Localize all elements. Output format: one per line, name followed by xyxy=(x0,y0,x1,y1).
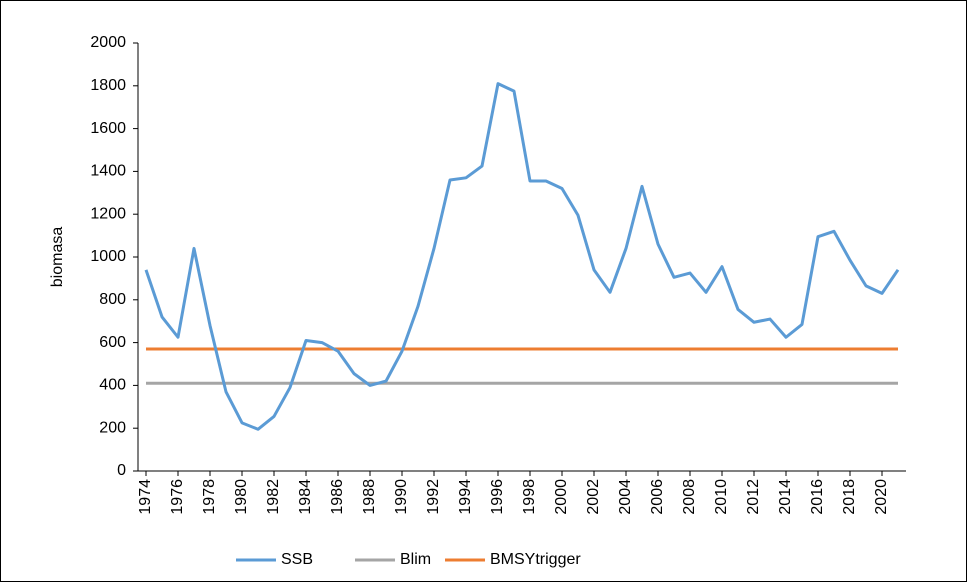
x-tick-label: 2004 xyxy=(617,479,634,515)
y-tick-label: 800 xyxy=(99,291,126,308)
y-tick-label: 1800 xyxy=(90,77,126,94)
y-tick-label: 1600 xyxy=(90,120,126,137)
legend-label: Blim xyxy=(400,551,431,568)
x-tick-label: 2000 xyxy=(553,479,570,515)
y-tick-label: 200 xyxy=(99,419,126,436)
x-tick-label: 1976 xyxy=(169,479,186,515)
legend-label: SSB xyxy=(281,551,313,568)
y-tick-label: 0 xyxy=(117,462,126,479)
y-tick-label: 2000 xyxy=(90,34,126,51)
y-tick-label: 1000 xyxy=(90,248,126,265)
x-tick-label: 1982 xyxy=(265,479,282,515)
x-tick-label: 2002 xyxy=(585,479,602,515)
x-tick-label: 1988 xyxy=(361,479,378,515)
x-tick-label: 2016 xyxy=(809,479,826,515)
x-tick-label: 1978 xyxy=(201,479,218,515)
x-tick-label: 1980 xyxy=(233,479,250,515)
x-tick-label: 1990 xyxy=(393,479,410,515)
x-tick-label: 2008 xyxy=(681,479,698,515)
x-tick-label: 1986 xyxy=(329,479,346,515)
x-tick-label: 1998 xyxy=(521,479,538,515)
legend-label: BMSYtrigger xyxy=(490,551,581,568)
x-tick-label: 1996 xyxy=(489,479,506,515)
x-tick-label: 1994 xyxy=(457,479,474,515)
x-tick-label: 1992 xyxy=(425,479,442,515)
y-tick-label: 600 xyxy=(99,334,126,351)
x-tick-label: 2012 xyxy=(745,479,762,515)
x-tick-label: 2014 xyxy=(777,479,794,515)
x-tick-label: 1974 xyxy=(137,479,154,515)
x-tick-label: 1984 xyxy=(297,479,314,515)
y-axis-label: biomasa xyxy=(49,227,66,288)
y-tick-label: 1200 xyxy=(90,205,126,222)
y-tick-label: 400 xyxy=(99,377,126,394)
x-tick-label: 2018 xyxy=(841,479,858,515)
x-tick-label: 2020 xyxy=(873,479,890,515)
y-tick-label: 1400 xyxy=(90,163,126,180)
x-tick-label: 2006 xyxy=(649,479,666,515)
series-line xyxy=(144,82,900,431)
x-tick-label: 2010 xyxy=(713,479,730,515)
